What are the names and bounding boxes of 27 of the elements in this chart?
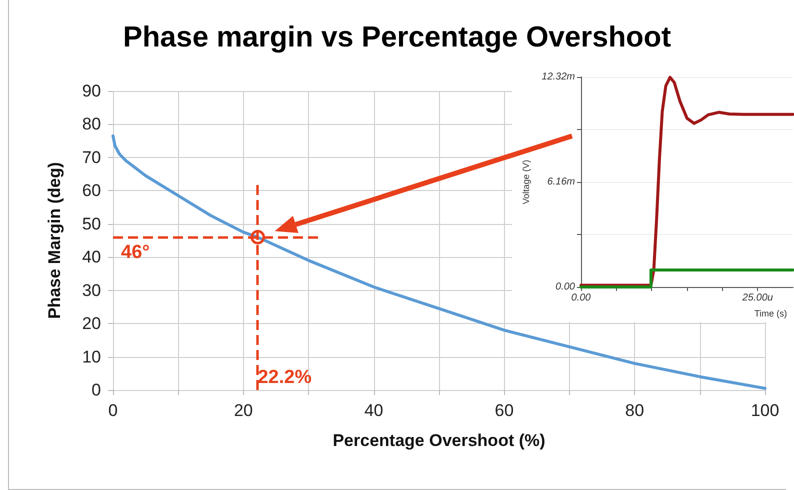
chart-title: Phase margin vs Percentage Overshoot [123,22,672,54]
y-axis-title: Voltage (V) [521,160,532,204]
y-tick-label: 20 [82,314,101,334]
y-tick-label: 50 [82,214,101,234]
y-tick-label: 12.32m [542,72,575,82]
ref-line-label: 22.2% [258,367,312,388]
x-tick-label: 60 [494,401,514,420]
y-tick-label: 0.00 [556,282,576,292]
y-tick-label: 10 [82,347,101,366]
x-tick-label: 20 [234,401,253,420]
x-tick-label: 40 [364,401,384,420]
y-tick-label: 40 [82,248,101,267]
y-axis-title: Phase Margin (deg) [45,162,64,319]
y-tick-label: 90 [82,82,101,100]
x-tick-label: 100 [750,401,780,420]
x-axis-title: Time (s) [754,308,787,318]
y-tick-label: 80 [82,114,101,134]
x-tick-label: 80 [625,401,644,420]
x-tick-label: 25.00u [741,292,774,304]
x-tick-label: 0 [108,401,118,420]
y-tick-label: 60 [82,181,101,200]
y-tick-label: 6.16m [547,176,575,188]
x-axis-title: Percentage Overshoot (%) [332,431,546,450]
y-tick-label: 70 [82,148,101,167]
y-tick-label: 30 [82,280,101,300]
y-tick-label: 0 [92,380,101,400]
ref-line-label: 46° [121,242,150,264]
